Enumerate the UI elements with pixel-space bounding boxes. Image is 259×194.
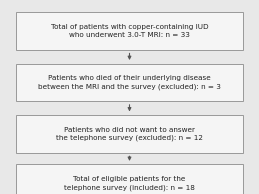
Text: Total of eligible patients for the
telephone survey (included): n = 18: Total of eligible patients for the telep… [64, 176, 195, 191]
FancyBboxPatch shape [16, 12, 243, 50]
Text: Patients who did not want to answer
the telephone survey (excluded): n = 12: Patients who did not want to answer the … [56, 127, 203, 141]
Text: Total of patients with copper-containing IUD
who underwent 3.0-T MRI: n = 33: Total of patients with copper-containing… [51, 24, 208, 38]
FancyBboxPatch shape [16, 115, 243, 153]
FancyBboxPatch shape [16, 64, 243, 101]
FancyBboxPatch shape [16, 165, 243, 194]
Text: Patients who died of their underlying disease
between the MRI and the survey (ex: Patients who died of their underlying di… [38, 75, 221, 90]
